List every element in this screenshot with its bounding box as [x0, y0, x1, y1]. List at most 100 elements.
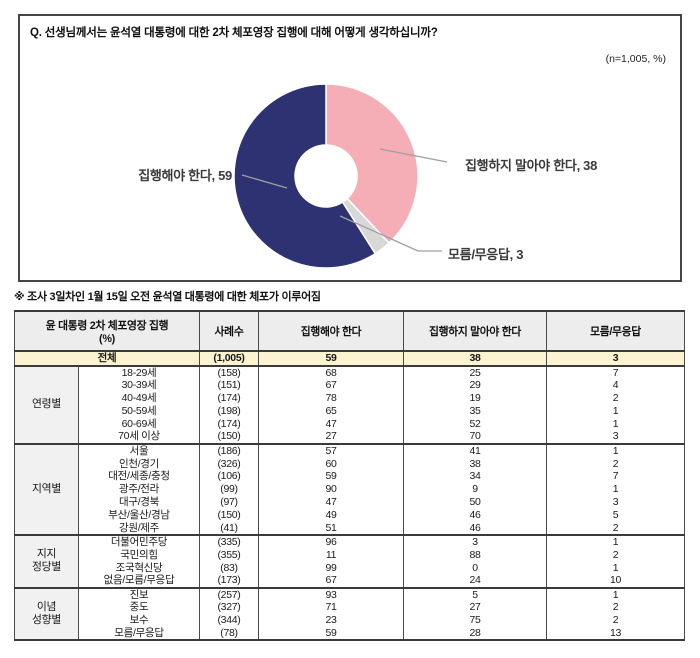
cell-value-execute: 93 — [258, 587, 404, 602]
cell-value-execute: 23 — [258, 614, 404, 627]
cell-sample-size: (174) — [199, 417, 259, 431]
table-row: 인천/경기 (326) 60 38 2 — [15, 457, 685, 471]
cell-sample-size: (150) — [199, 508, 259, 522]
donut-slice-not-execute — [325, 83, 419, 245]
cell-value-dont-know: 2 — [546, 614, 685, 627]
cell-subcategory: 더불어민주당 — [78, 535, 200, 549]
cell-value-dont-know: 1 — [546, 561, 685, 575]
cell-value-execute: 59 — [258, 470, 404, 484]
table-header-category: 윤 대통령 2차 체포영장 집행 (%) — [14, 311, 200, 351]
cell-subcategory: 50-59세 — [78, 404, 200, 418]
table-row: 60-69세 (174) 47 52 1 — [15, 417, 685, 431]
cell-value-execute: 65 — [258, 404, 404, 418]
cell-sample-size: (186) — [199, 443, 259, 458]
donut-chart — [233, 83, 448, 269]
cell-value-dont-know: 1 — [546, 443, 685, 458]
footnote: ※ 조사 3일차인 1월 15일 오전 윤석열 대통령에 대한 체포가 이루어짐 — [14, 291, 321, 303]
leader-line-not-execute — [379, 148, 448, 163]
table-header-not-execute: 집행하지 말아야 한다 — [403, 311, 547, 351]
cell-value-execute: 71 — [258, 601, 404, 615]
total-value-execute: 59 — [258, 351, 404, 366]
cell-subcategory: 18-29세 — [78, 365, 200, 379]
cell-value-not-execute: 29 — [403, 379, 547, 392]
cell-value-dont-know: 1 — [546, 587, 685, 602]
group-label-age: 연령별 — [14, 365, 79, 444]
cell-subcategory: 70세 이상 — [78, 430, 200, 444]
cell-value-not-execute: 34 — [403, 470, 547, 484]
table-row: 연령별 18-29세 (158) 68 25 7 — [14, 365, 685, 444]
cell-value-execute: 51 — [258, 521, 404, 536]
cell-sample-size: (158) — [199, 365, 259, 379]
cell-subcategory: 부산/울산/경남 — [78, 508, 200, 522]
table-row: 지지 정당별 더불어민주당 (335) 96 3 1 — [14, 535, 685, 588]
table-header-unit: (%) — [99, 333, 115, 345]
cell-value-dont-know: 1 — [546, 535, 685, 549]
table-header-execute: 집행해야 한다 — [258, 311, 404, 351]
table-row: 보수 (344) 23 75 2 — [15, 614, 685, 627]
table-row: 중도 (327) 71 27 2 — [15, 601, 685, 615]
cell-sample-size: (355) — [199, 548, 259, 562]
cell-sample-size: (257) — [199, 587, 259, 602]
cell-value-execute: 47 — [258, 495, 404, 509]
cell-value-dont-know: 13 — [546, 626, 685, 641]
cell-value-dont-know: 4 — [546, 379, 685, 392]
cell-value-dont-know: 5 — [546, 508, 685, 522]
cell-value-not-execute: 0 — [403, 561, 547, 575]
cell-value-not-execute: 46 — [403, 521, 547, 536]
leader-line-execute — [241, 174, 288, 189]
cell-subcategory: 60-69세 — [78, 417, 200, 431]
cell-value-dont-know: 3 — [546, 430, 685, 444]
cell-value-not-execute: 19 — [403, 391, 547, 405]
cell-subcategory: 보수 — [78, 614, 200, 627]
leader-line-dont-know — [339, 215, 442, 252]
table-row: 조국혁신당 (83) 99 0 1 — [15, 561, 685, 575]
cell-value-execute: 67 — [258, 379, 404, 392]
table-row: 이념 성향별 진보 (257) 93 5 1 — [14, 587, 685, 641]
cell-sample-size: (344) — [199, 614, 259, 627]
group-label-ideology: 이념 성향별 — [14, 587, 79, 641]
table-row: 30-39세 (151) 67 29 4 — [15, 379, 685, 392]
table-row: 대전/세종/충청 (106) 59 34 7 — [15, 470, 685, 484]
cell-subcategory: 없음/모름/무응답 — [78, 574, 200, 588]
table-header-category-title: 윤 대통령 2차 체포영장 집행 — [45, 320, 169, 332]
cell-value-execute: 68 — [258, 365, 404, 379]
cell-sample-size: (41) — [199, 521, 259, 536]
cell-value-not-execute: 88 — [403, 548, 547, 562]
cell-subcategory: 40-49세 — [78, 391, 200, 405]
table-header-dont-know: 모름/무응답 — [546, 311, 685, 351]
cell-value-not-execute: 27 — [403, 601, 547, 615]
cell-subcategory: 30-39세 — [78, 379, 200, 392]
cell-value-dont-know: 3 — [546, 495, 685, 509]
table-row: 40-49세 (174) 78 19 2 — [15, 391, 685, 405]
cell-value-not-execute: 50 — [403, 495, 547, 509]
cell-value-dont-know: 2 — [546, 391, 685, 405]
cell-value-execute: 90 — [258, 483, 404, 496]
table-row: 대구/경북 (97) 47 50 3 — [15, 495, 685, 509]
cell-subcategory: 광주/전라 — [78, 483, 200, 496]
cell-sample-size: (99) — [199, 483, 259, 496]
cell-value-dont-know: 7 — [546, 365, 685, 379]
cell-subcategory: 서울 — [78, 443, 200, 458]
cell-value-not-execute: 9 — [403, 483, 547, 496]
callout-execute: 집행해야 한다, 59 — [138, 168, 232, 183]
cell-value-execute: 27 — [258, 430, 404, 444]
question-text: Q. 선생님께서는 윤석열 대통령에 대한 2차 체포영장 집행에 대해 어떻게… — [30, 27, 438, 39]
cell-value-execute: 59 — [258, 626, 404, 641]
table-row: 지역별 서울 (186) 57 41 1 — [14, 443, 685, 536]
cell-sample-size: (335) — [199, 535, 259, 549]
crosstab-table: 윤 대통령 2차 체포영장 집행 (%) 사례수 집행해야 한다 집행하지 말아… — [14, 310, 685, 642]
total-row: 전체 (1,005) 59 38 3 — [14, 351, 685, 366]
table-row: 50-59세 (198) 65 35 1 — [15, 404, 685, 418]
cell-value-execute: 11 — [258, 548, 404, 562]
cell-value-execute: 57 — [258, 443, 404, 458]
cell-value-execute: 96 — [258, 535, 404, 549]
cell-value-execute: 99 — [258, 561, 404, 575]
table-row: 부산/울산/경남 (150) 49 46 5 — [15, 508, 685, 522]
cell-value-not-execute: 35 — [403, 404, 547, 418]
cell-sample-size: (150) — [199, 430, 259, 444]
cell-value-not-execute: 38 — [403, 457, 547, 471]
total-label: 전체 — [14, 351, 200, 366]
cell-value-dont-know: 2 — [546, 457, 685, 471]
cell-subcategory: 진보 — [78, 587, 200, 602]
cell-sample-size: (327) — [199, 601, 259, 615]
